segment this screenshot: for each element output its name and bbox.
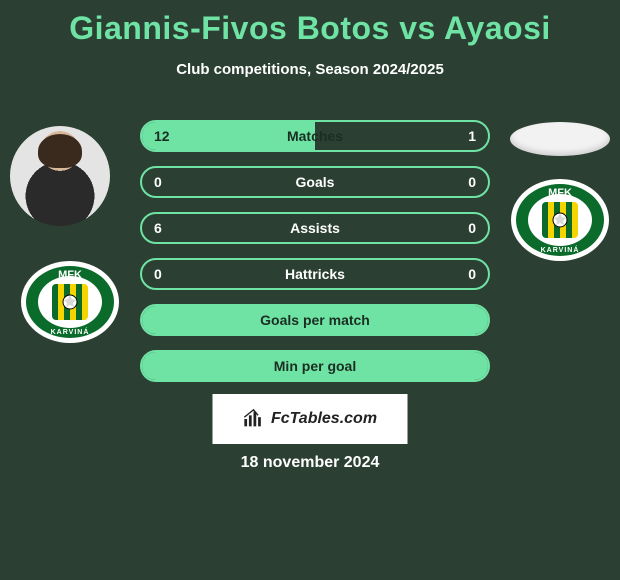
stat-value-right: 0: [468, 220, 476, 236]
stat-label: Goals: [296, 174, 335, 190]
player-right-placeholder: [510, 122, 610, 156]
stat-row: 6 0 Assists: [140, 212, 490, 244]
stat-value-left: 12: [154, 128, 170, 144]
club-crest-left: MFK KARVINÁ: [20, 260, 120, 344]
snapshot-date: 18 november 2024: [241, 454, 380, 472]
svg-text:KARVINÁ: KARVINÁ: [541, 245, 580, 254]
svg-text:KARVINÁ: KARVINÁ: [51, 327, 90, 336]
chart-bars-icon: [243, 408, 265, 430]
stat-value-left: 6: [154, 220, 162, 236]
stat-row: 0 0 Hattricks: [140, 258, 490, 290]
stat-row: 12 1 Matches: [140, 120, 490, 152]
watermark-text: FcTables.com: [271, 410, 377, 428]
stat-label: Hattricks: [285, 266, 345, 282]
stat-value-left: 0: [154, 174, 162, 190]
comparison-title: Giannis-Fivos Botos vs Ayaosi: [0, 0, 620, 47]
stat-row: 0 0 Goals: [140, 166, 490, 198]
stat-value-left: 0: [154, 266, 162, 282]
stat-label: Min per goal: [274, 358, 356, 374]
svg-text:MFK: MFK: [58, 269, 82, 281]
stats-table: 12 1 Matches 0 0 Goals 6 0 Assists 0 0 Hattricks Goa…: [140, 120, 490, 396]
stat-label: Assists: [290, 220, 340, 236]
stat-value-right: 0: [468, 174, 476, 190]
stat-label: Matches: [287, 128, 343, 144]
svg-text:MFK: MFK: [548, 187, 572, 199]
stat-label: Goals per match: [260, 312, 370, 328]
stat-value-right: 0: [468, 266, 476, 282]
stat-row: Min per goal: [140, 350, 490, 382]
fctables-watermark: FcTables.com: [213, 394, 408, 444]
comparison-subtitle: Club competitions, Season 2024/2025: [0, 61, 620, 78]
club-crest-right: MFK KARVINÁ: [510, 178, 610, 262]
stat-row: Goals per match: [140, 304, 490, 336]
player-left-photo: [10, 126, 110, 226]
stat-value-right: 1: [468, 128, 476, 144]
